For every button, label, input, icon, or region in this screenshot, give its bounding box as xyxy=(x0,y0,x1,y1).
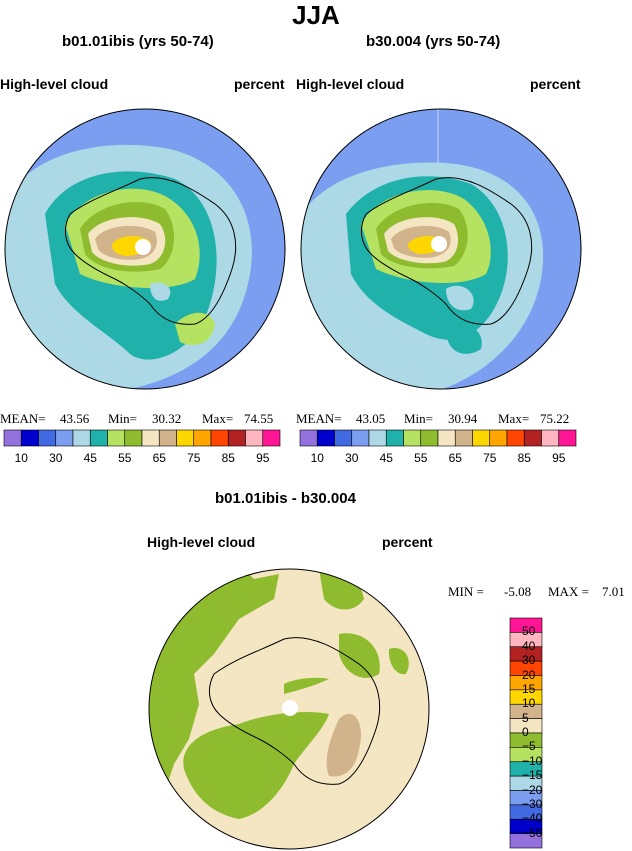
colorbar-1-swatch xyxy=(72,429,91,447)
colorbar-1-swatch xyxy=(20,429,39,447)
diff-title: b01.01ibis - b30.004 xyxy=(215,490,356,507)
colorbar-diff-tick-label: 20 xyxy=(522,667,536,682)
colorbar-diff-tick-label: −30 xyxy=(522,796,543,811)
page-title: JJA xyxy=(292,0,340,30)
polar-map-diff xyxy=(148,568,430,850)
panel-1-mean-label: MEAN= xyxy=(0,411,46,426)
panel-2-units: percent xyxy=(530,76,581,92)
colorbar-diff-tick-label: 10 xyxy=(522,696,536,711)
colorbar-diff-tick-label: 5 xyxy=(522,710,529,725)
colorbar-1-swatch xyxy=(193,429,212,447)
colorbar-2-swatch xyxy=(454,429,473,447)
colorbar-1-tick-label: 45 xyxy=(83,451,97,465)
panel-2-mean-value: 43.05 xyxy=(356,411,386,426)
panel-1-title: b01.01ibis (yrs 50-74) xyxy=(62,33,214,50)
panel-1-max-label: Max= xyxy=(202,411,234,426)
polar-map-2 xyxy=(300,108,582,390)
colorbar-2-swatch xyxy=(558,429,577,447)
colorbar-diff-tick-label: 40 xyxy=(522,638,536,653)
colorbar-1-tick-label: 30 xyxy=(49,451,63,465)
colorbar-1-swatch xyxy=(141,429,160,447)
colorbar-1-tick-label: 85 xyxy=(221,451,235,465)
colorbar-2-tick-label: 45 xyxy=(379,451,393,465)
colorbar-2-swatch xyxy=(316,429,335,447)
panel-1-units: percent xyxy=(234,76,285,92)
colorbar-2-swatch xyxy=(420,429,439,447)
colorbar-2-tick-label: 75 xyxy=(483,451,497,465)
colorbar-1-swatch xyxy=(38,429,57,447)
colorbar-1-swatch xyxy=(227,429,246,447)
colorbar-diff-tick-label: 50 xyxy=(522,624,536,639)
colorbar-2-swatch xyxy=(437,429,456,447)
panel-2-title: b30.004 (yrs 50-74) xyxy=(366,33,501,50)
colorbar-2-tick-label: 95 xyxy=(552,451,566,465)
colorbar-diff xyxy=(509,617,543,849)
colorbar-diff-swatch xyxy=(509,833,543,849)
colorbar-1-swatch xyxy=(176,429,195,447)
colorbar-2-swatch xyxy=(368,429,387,447)
colorbar-1-swatch xyxy=(245,429,264,447)
panel-1-max-value: 74.55 xyxy=(244,411,274,426)
colorbar-1 xyxy=(3,429,281,447)
colorbar-2-tick-label: 55 xyxy=(414,451,428,465)
panel-1-min-value: 30.32 xyxy=(152,411,182,426)
colorbar-2-tick-label: 85 xyxy=(517,451,531,465)
colorbar-2-swatch xyxy=(403,429,422,447)
colorbar-diff-tick-label: −15 xyxy=(522,768,543,783)
panel-2-max-value: 75.22 xyxy=(540,411,570,426)
colorbar-1-tick-label: 10 xyxy=(14,451,28,465)
colorbar-diff-tick-label: 15 xyxy=(522,681,536,696)
colorbar-1-swatch xyxy=(158,429,177,447)
colorbar-1-swatch xyxy=(124,429,143,447)
colorbar-diff-tick-label: 0 xyxy=(522,725,529,739)
colorbar-2-swatch xyxy=(385,429,404,447)
colorbar-diff-tick-label: 30 xyxy=(522,653,536,668)
colorbar-1-tick-label: 65 xyxy=(152,451,166,465)
panel-2-variable: High-level cloud xyxy=(296,76,405,92)
colorbar-2-swatch xyxy=(523,429,542,447)
colorbar-1-tick-label: 75 xyxy=(187,451,201,465)
colorbar-2-swatch xyxy=(541,429,560,447)
colorbar-diff-tick-label: −20 xyxy=(522,782,543,797)
panel-2-mean-label: MEAN= xyxy=(296,411,342,426)
diff-max-label: MAX = xyxy=(548,584,589,599)
colorbar-1-swatch xyxy=(55,429,74,447)
diff-max-value: 7.01 xyxy=(602,584,625,599)
colorbar-2-swatch xyxy=(472,429,491,447)
polar-map-1 xyxy=(4,108,286,390)
diff-variable: High-level cloud xyxy=(147,534,256,550)
colorbar-2-tick-label: 10 xyxy=(310,451,324,465)
diff-min-label: MIN = xyxy=(448,584,484,599)
colorbar-1-swatch xyxy=(107,429,126,447)
colorbar-2-swatch xyxy=(351,429,370,447)
panel-1-variable: High-level cloud xyxy=(0,76,109,92)
panel-2-min-value: 30.94 xyxy=(448,411,478,426)
panel-2-min-label: Min= xyxy=(404,411,434,426)
colorbar-2-tick-label: 65 xyxy=(448,451,462,465)
colorbar-2-swatch xyxy=(506,429,525,447)
colorbar-1-swatch xyxy=(3,429,22,447)
colorbar-2-swatch xyxy=(334,429,353,447)
panel-2-max-label: Max= xyxy=(498,411,530,426)
diff-units: percent xyxy=(382,534,433,550)
panel-1-min-label: Min= xyxy=(108,411,138,426)
colorbar-1-swatch xyxy=(89,429,108,447)
colorbar-1-swatch xyxy=(262,429,281,447)
colorbar-diff-tick-label: −40 xyxy=(522,811,543,826)
colorbar-diff-tick-label: −5 xyxy=(522,739,536,754)
colorbar-1-tick-label: 95 xyxy=(256,451,270,465)
panel-1-mean-value: 43.56 xyxy=(60,411,90,426)
colorbar-diff-tick-label: −10 xyxy=(522,753,543,768)
diff-min-value: -5.08 xyxy=(504,584,532,599)
colorbar-2-tick-label: 30 xyxy=(345,451,359,465)
colorbar-1-tick-label: 55 xyxy=(118,451,132,465)
colorbar-1-swatch xyxy=(210,429,229,447)
colorbar-diff-tick-label: −50 xyxy=(522,825,543,840)
colorbar-2-swatch xyxy=(299,429,318,447)
colorbar-2-swatch xyxy=(489,429,508,447)
colorbar-2 xyxy=(299,429,577,447)
